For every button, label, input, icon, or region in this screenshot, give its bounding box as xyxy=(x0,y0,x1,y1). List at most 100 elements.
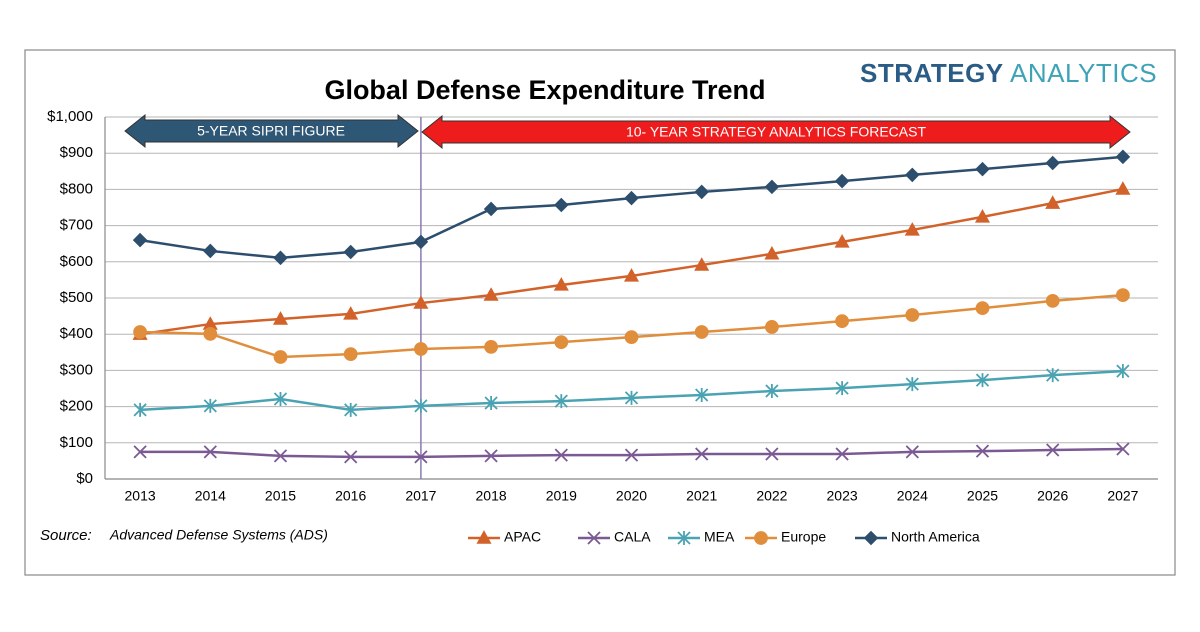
data-point xyxy=(343,306,359,320)
y-tick-label: $1,000 xyxy=(47,108,93,125)
logo-strategy: STRATEGY xyxy=(860,58,1004,88)
data-point xyxy=(133,402,147,417)
data-point xyxy=(1115,149,1131,165)
x-tick-label: 2017 xyxy=(405,488,436,504)
data-point xyxy=(905,167,920,183)
data-point xyxy=(413,342,428,356)
data-point xyxy=(975,444,990,458)
y-tick-label: $900 xyxy=(60,144,93,161)
data-point xyxy=(765,384,779,399)
data-point xyxy=(905,308,920,322)
data-point xyxy=(623,268,640,282)
data-point xyxy=(1116,288,1130,303)
x-tick-label: 2020 xyxy=(616,488,647,504)
data-point xyxy=(484,395,498,410)
data-point xyxy=(624,390,639,405)
data-point xyxy=(835,314,849,329)
y-tick-label: $100 xyxy=(60,434,93,451)
data-point xyxy=(343,347,358,362)
y-tick-label: $800 xyxy=(60,180,93,197)
data-point xyxy=(203,243,218,259)
data-point xyxy=(554,394,568,409)
data-point xyxy=(132,232,148,248)
data-point xyxy=(694,184,709,200)
data-point xyxy=(975,373,990,388)
data-point xyxy=(344,402,358,417)
data-point xyxy=(1045,155,1060,171)
data-point xyxy=(1115,181,1131,195)
data-point xyxy=(413,295,429,309)
x-tick-label: 2024 xyxy=(897,488,928,504)
data-point xyxy=(974,209,991,223)
legend-marker xyxy=(863,530,879,546)
x-tick-label: 2016 xyxy=(335,488,366,504)
data-point xyxy=(834,234,850,248)
data-point xyxy=(835,381,849,396)
data-point xyxy=(1116,442,1130,456)
data-point xyxy=(484,449,498,463)
data-point xyxy=(553,277,569,291)
data-point xyxy=(554,197,569,213)
data-point xyxy=(273,391,288,406)
data-point xyxy=(975,301,990,316)
x-tick-label: 2015 xyxy=(265,488,296,504)
y-tick-label: $500 xyxy=(60,289,93,306)
sipri-arrow xyxy=(124,113,419,149)
data-point xyxy=(835,447,849,461)
legend-marker xyxy=(754,531,768,545)
x-tick-label: 2014 xyxy=(195,488,226,504)
annotation: 10- YEAR STRATEGY ANALYTICS FORECAST xyxy=(626,124,926,140)
legend-label: APAC xyxy=(504,529,541,545)
data-point xyxy=(483,201,499,217)
x-tick-label: 2021 xyxy=(686,488,717,504)
x-tick-label: 2023 xyxy=(827,488,858,504)
data-point xyxy=(694,257,710,271)
data-point xyxy=(765,447,779,461)
data-point xyxy=(133,445,147,459)
data-point xyxy=(1046,443,1060,457)
source-text: Advanced Defense Systems (ADS) xyxy=(109,527,328,543)
data-point xyxy=(203,326,218,341)
data-point xyxy=(765,320,779,334)
x-tick-label: 2013 xyxy=(125,488,156,504)
data-point xyxy=(904,222,920,236)
data-point xyxy=(344,450,358,464)
legend-label: MEA xyxy=(704,529,735,545)
x-tick-label: 2018 xyxy=(476,488,507,504)
x-tick-label: 2027 xyxy=(1107,488,1138,504)
data-point xyxy=(834,173,850,189)
data-point xyxy=(975,161,990,177)
data-point xyxy=(1045,293,1060,308)
data-point xyxy=(483,287,499,301)
y-tick-label: $300 xyxy=(60,361,93,378)
data-point xyxy=(554,335,569,350)
legend-label: Europe xyxy=(781,529,826,545)
data-point xyxy=(554,448,568,462)
data-point xyxy=(695,447,709,461)
data-point xyxy=(1046,368,1060,383)
data-point xyxy=(905,445,919,459)
data-point xyxy=(273,250,288,266)
legend-marker xyxy=(476,530,492,544)
source-label: Source: xyxy=(40,527,92,544)
data-point xyxy=(764,179,780,195)
annotation: 5-YEAR SIPRI FIGURE xyxy=(197,123,345,139)
x-tick-label: 2022 xyxy=(756,488,787,504)
data-point xyxy=(484,339,499,354)
legend-label: CALA xyxy=(614,529,651,545)
y-tick-label: $200 xyxy=(60,398,93,415)
data-point xyxy=(695,388,709,403)
y-tick-label: $400 xyxy=(60,325,93,342)
data-point xyxy=(414,398,428,413)
data-point xyxy=(1116,364,1130,379)
data-point xyxy=(1045,195,1061,209)
legend-marker xyxy=(587,531,601,545)
legend-label: North America xyxy=(891,529,980,545)
data-point xyxy=(624,330,639,344)
logo-analytics: ANALYTICS xyxy=(1010,58,1157,88)
data-point xyxy=(624,190,639,206)
data-point xyxy=(905,377,919,392)
legend-marker xyxy=(677,531,691,545)
